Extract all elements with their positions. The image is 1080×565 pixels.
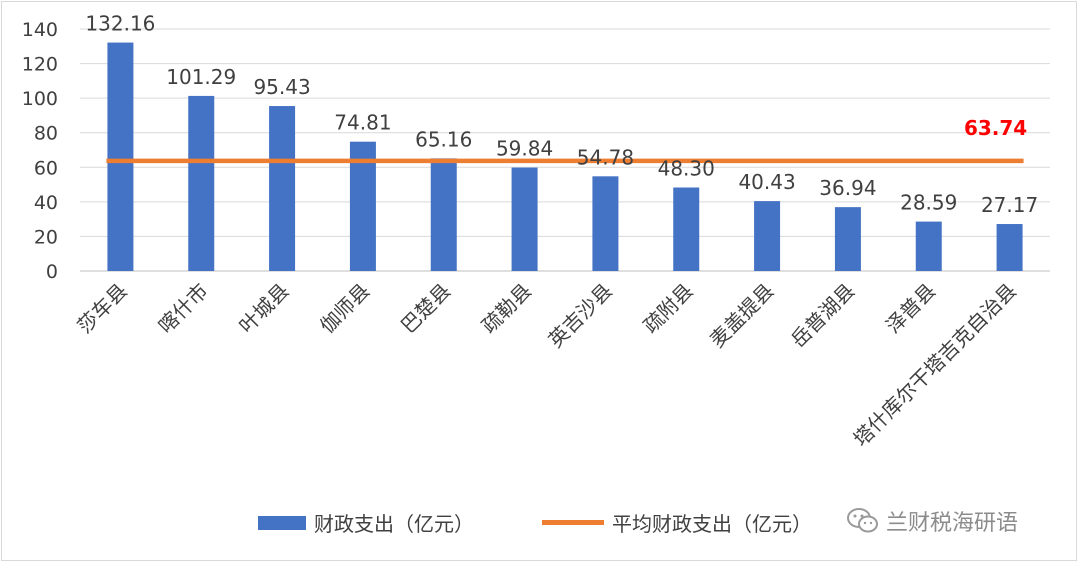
bar: [915, 221, 942, 271]
y-tick-label: 0: [46, 261, 58, 283]
x-tick-label: 泽普县: [881, 279, 940, 338]
y-axis-ticks: 0 20 40 60 80 100 120 140: [22, 19, 58, 283]
legend-label-bar: 财政支出（亿元）: [314, 512, 474, 536]
x-axis-ticks: 莎车县 喀什市 叶城县 伽师县 巴楚县 疏勒县 英吉沙县 疏附县 麦盖提县 岳普湖县 泽普县塔什库尔…: [73, 279, 1022, 452]
bar: [592, 176, 619, 271]
bar: [107, 42, 134, 271]
data-label: 27.17: [981, 193, 1038, 217]
data-labels: 132.16 101.29 95.43 74.81 65.16 59.84 54.78 48.…: [85, 12, 1038, 217]
data-label: 95.43: [253, 75, 310, 99]
watermark-text: 兰财税海研语: [886, 511, 1019, 536]
data-label: 54.78: [577, 145, 634, 169]
bar: [511, 167, 538, 271]
bar: [188, 95, 215, 272]
data-label: 74.81: [334, 111, 391, 135]
x-tick-label: 莎车县: [73, 279, 132, 338]
bar: [269, 106, 296, 272]
x-tick-label: 塔什库尔干塔吉克自治县: [849, 279, 1022, 452]
data-label: 48.30: [658, 157, 715, 181]
x-tick-label: 巴楚县: [396, 279, 455, 338]
average-line-group: 63.74: [106, 116, 1027, 164]
x-tick-label: 麦盖提县: [705, 279, 779, 353]
x-tick-label: 喀什市: [153, 279, 212, 338]
x-tick-label: 疏附县: [638, 279, 697, 338]
data-label: 36.94: [819, 176, 876, 200]
data-label: 40.43: [738, 170, 795, 194]
y-tick-label: 120: [22, 54, 58, 76]
y-tick-label: 40: [34, 192, 58, 214]
x-tick-label: 伽师县: [315, 279, 374, 338]
bar: [754, 201, 781, 271]
legend-swatch-line: [542, 520, 604, 525]
y-tick-label: 80: [34, 123, 58, 145]
legend-swatch-bar: [258, 515, 306, 530]
y-tick-label: 60: [34, 157, 58, 179]
data-label: 28.59: [900, 191, 957, 215]
data-label: 132.16: [85, 12, 155, 36]
x-tick-label: 岳普湖县: [786, 279, 860, 353]
data-label: 101.29: [166, 65, 236, 89]
legend-label-line: 平均财政支出（亿元）: [612, 512, 812, 536]
bar: [834, 207, 861, 271]
bar: [349, 141, 376, 271]
bar: [673, 187, 700, 271]
average-line-label: 63.74: [964, 116, 1027, 140]
gridlines: [80, 28, 1050, 272]
legend-item-bar: 财政支出（亿元）: [258, 508, 474, 537]
data-label: 65.16: [415, 127, 472, 151]
x-tick-label: 英吉沙县: [543, 279, 617, 353]
bar: [430, 158, 457, 271]
bar: [996, 224, 1023, 271]
y-tick-label: 100: [22, 88, 58, 110]
y-tick-label: 20: [34, 226, 58, 248]
legend-item-line: 平均财政支出（亿元）: [542, 508, 812, 537]
watermark: 兰财税海研语: [846, 505, 1018, 537]
wechat-icon: [847, 508, 878, 533]
bars: [107, 42, 1023, 272]
data-label: 59.84: [496, 137, 553, 161]
y-tick-label: 140: [22, 19, 58, 41]
x-tick-label: 疏勒县: [477, 279, 536, 338]
x-tick-label: 叶城县: [234, 279, 293, 338]
